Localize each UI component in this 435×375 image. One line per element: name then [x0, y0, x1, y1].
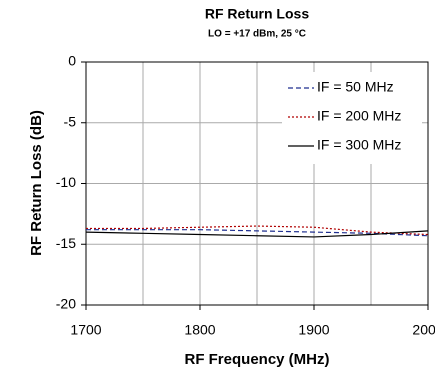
- legend-label: IF = 50 MHz: [317, 79, 394, 95]
- x-tick-label: 1800: [184, 322, 215, 338]
- series-line: [86, 225, 429, 236]
- x-tick-label: 1900: [298, 322, 329, 338]
- series-line: [85, 230, 429, 238]
- chart-subtitle: LO = +17 dBm, 25 °C: [208, 29, 306, 40]
- y-tick-label: -5: [64, 113, 77, 129]
- legend-box: [282, 72, 422, 164]
- y-axis-label: RF Return Loss (dB): [28, 110, 45, 256]
- chart-title: RF Return Loss: [205, 6, 309, 22]
- y-tick-label: -15: [56, 235, 76, 251]
- x-tick-label: 1700: [70, 322, 101, 338]
- y-tick-label: 0: [68, 53, 76, 69]
- y-tick-label: -20: [56, 296, 76, 312]
- x-axis-label: RF Frequency (MHz): [184, 351, 329, 368]
- legend-label: IF = 200 MHz: [317, 108, 401, 124]
- plot-frame: [85, 61, 429, 306]
- y-tick-label: -10: [56, 174, 76, 190]
- series-line: [86, 229, 429, 237]
- legend-label: IF = 300 MHz: [317, 137, 401, 153]
